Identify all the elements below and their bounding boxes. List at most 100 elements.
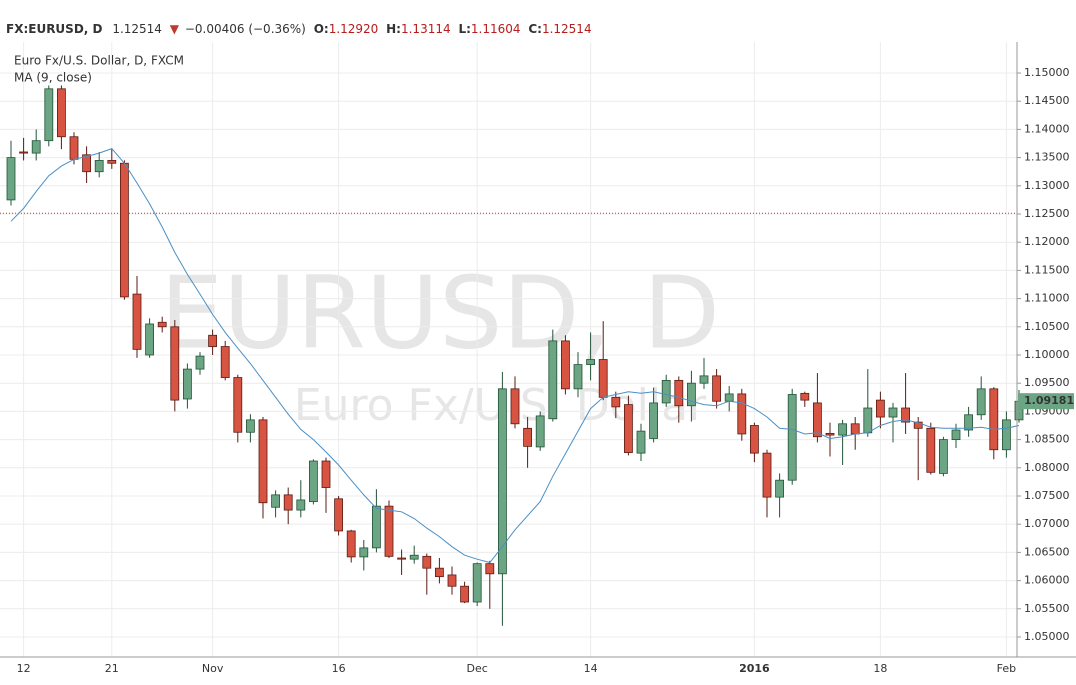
candle-body — [939, 439, 948, 474]
y-tick-label: 1.10500 — [1024, 320, 1070, 333]
candle-body — [976, 388, 986, 416]
candle-body — [472, 563, 482, 603]
x-tick-label: Dec — [467, 662, 488, 675]
candle-body — [876, 399, 885, 418]
candle-body — [321, 460, 331, 488]
candle-body — [624, 404, 633, 453]
candle-body — [813, 402, 822, 438]
candle-body — [283, 494, 293, 511]
candle-body — [611, 396, 621, 408]
candle-body — [561, 340, 570, 390]
y-tick-label: 1.15000 — [1024, 66, 1070, 79]
y-tick-label: 1.07500 — [1024, 489, 1070, 502]
x-tick-label: 12 — [17, 662, 31, 675]
candle-body — [258, 419, 268, 504]
x-tick-label: 18 — [873, 662, 887, 675]
c-value: 1.12514 — [542, 22, 592, 36]
candle-body — [308, 460, 318, 503]
candle-body — [913, 421, 923, 429]
candle-body — [69, 136, 79, 160]
candle-body — [636, 430, 646, 454]
last: 1.12514 — [112, 22, 162, 36]
y-tick-label: 1.05500 — [1024, 602, 1070, 615]
y-tick-label: 1.12500 — [1024, 207, 1070, 220]
y-tick-label: 1.14000 — [1024, 122, 1070, 135]
candle-body — [422, 555, 432, 569]
candle-body — [964, 414, 973, 431]
candle-body — [598, 359, 608, 398]
candle-body — [1002, 419, 1011, 451]
candle-body — [409, 554, 419, 560]
candle-body — [346, 530, 356, 558]
candle-body — [371, 505, 381, 549]
h-label: H: — [386, 22, 401, 36]
candle-body — [750, 425, 759, 454]
candle-body — [775, 479, 784, 498]
y-tick-label: 1.05000 — [1024, 630, 1070, 643]
x-tick-label: 14 — [584, 662, 598, 675]
candle-body — [145, 323, 155, 356]
l-label: L: — [458, 22, 470, 36]
candle-body — [94, 160, 104, 173]
o-label: O: — [314, 22, 329, 36]
candle-body — [951, 429, 961, 440]
candle-body — [107, 160, 117, 164]
candle-body — [182, 368, 192, 400]
header: FX:EURUSD, D 1.12514 ▼ −0.00406 (−0.36%)… — [6, 22, 592, 36]
y-tick-label: 1.06000 — [1024, 574, 1070, 587]
candle-body — [548, 340, 558, 420]
candle-body — [82, 154, 91, 173]
candle-body — [120, 162, 129, 298]
candle-body — [44, 88, 54, 142]
arrow: ▼ — [170, 22, 180, 36]
y-tick-label: 1.13000 — [1024, 179, 1070, 192]
y-tick-label: 1.11000 — [1024, 292, 1070, 305]
candle-body — [649, 402, 658, 439]
candle-body — [838, 423, 847, 436]
candle-body — [57, 88, 66, 138]
plot — [0, 42, 1024, 657]
chart-title: Euro Fx/U.S. Dollar, D, FXCM — [14, 54, 184, 68]
y-tick-label: 1.06500 — [1024, 545, 1070, 558]
header-bg — [0, 0, 1076, 42]
candle-body — [157, 321, 167, 328]
last-price-label: 1.09181 — [1024, 394, 1074, 407]
candle-body — [825, 432, 835, 436]
candle-body — [724, 393, 734, 402]
candle-body — [888, 407, 898, 418]
candle-body — [271, 494, 281, 508]
candle-body — [737, 393, 747, 435]
candle-body — [687, 382, 696, 407]
y-tick-label: 1.13500 — [1024, 151, 1070, 164]
candle-body — [850, 423, 860, 435]
candle-body — [19, 151, 29, 154]
candle-body — [245, 419, 255, 433]
candle-body — [989, 388, 999, 451]
o-value: 1.12920 — [329, 22, 379, 36]
candle-body — [586, 359, 595, 365]
y-tick-label: 1.08500 — [1024, 433, 1070, 446]
candle-body — [170, 326, 180, 401]
x-tick-label: Feb — [997, 662, 1016, 675]
candle-body — [296, 499, 306, 511]
candle-body — [384, 505, 394, 557]
c-label: C: — [528, 22, 542, 36]
candle-body — [132, 293, 142, 350]
candle-body — [699, 375, 709, 384]
candle-body — [661, 379, 671, 404]
candle-body — [359, 547, 369, 558]
candle-body — [863, 407, 873, 434]
candle-body — [762, 452, 772, 498]
y-tick-label: 1.14500 — [1024, 94, 1070, 107]
candle-body — [800, 392, 810, 401]
y-tick-label: 1.09500 — [1024, 376, 1070, 389]
candle-body — [497, 388, 507, 575]
y-tick-label: 1.11500 — [1024, 263, 1070, 276]
last-price-badge — [1018, 393, 1074, 410]
candle-body — [334, 498, 344, 532]
x-tick-label: 2016 — [739, 662, 770, 675]
candle-body — [573, 364, 583, 390]
y-tick-label: 1.10000 — [1024, 348, 1070, 361]
change: −0.00406 (−0.36%) — [185, 22, 306, 36]
